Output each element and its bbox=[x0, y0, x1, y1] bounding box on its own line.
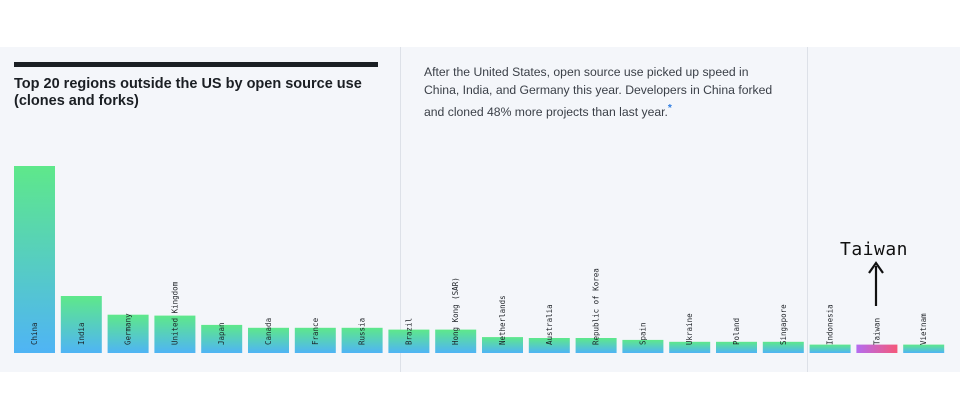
category-label-netherlands: Netherlands bbox=[498, 295, 507, 345]
bar-singapore bbox=[762, 341, 804, 353]
footnote-link[interactable]: * bbox=[667, 102, 672, 114]
bar-japan bbox=[201, 324, 243, 353]
category-label-australia: Australia bbox=[545, 304, 554, 345]
bar-spain bbox=[622, 339, 664, 353]
category-label-india: India bbox=[77, 322, 86, 345]
bars-group bbox=[14, 166, 945, 353]
bar-russia bbox=[341, 327, 383, 353]
category-label-singapore: Singapore bbox=[779, 304, 788, 345]
category-label-brazil: Brazil bbox=[404, 318, 413, 345]
description-text: After the United States, open source use… bbox=[424, 63, 784, 121]
bar-brazil bbox=[388, 329, 430, 353]
bar-france bbox=[294, 327, 336, 353]
category-label-russia: Russia bbox=[358, 318, 367, 345]
bar-ukraine bbox=[669, 341, 711, 353]
bar-netherlands bbox=[482, 337, 523, 353]
chart-title: Top 20 regions outside the US by open so… bbox=[14, 76, 362, 109]
column-divider-1 bbox=[400, 47, 401, 372]
category-labels-group: China India Germany United Kingdom Japan Cana… bbox=[30, 268, 928, 345]
bar-india bbox=[60, 296, 102, 353]
category-label-republic-of-korea: Republic of Korea bbox=[592, 268, 601, 345]
bar-china bbox=[14, 166, 55, 353]
category-label-ukraine: Ukraine bbox=[685, 313, 694, 345]
category-label-united-kingdom: United Kingdom bbox=[170, 281, 179, 345]
bar-poland bbox=[716, 341, 757, 353]
column-divider-2 bbox=[807, 47, 808, 372]
category-label-france: France bbox=[311, 317, 320, 345]
bar-hong-kong-sar bbox=[435, 329, 477, 353]
bar-australia bbox=[528, 338, 570, 353]
category-label-hong-kong-sar: Hong Kong (SAR) bbox=[451, 277, 460, 345]
bar-canada bbox=[248, 327, 289, 353]
bar-taiwan bbox=[856, 344, 898, 353]
category-label-spain: Spain bbox=[638, 322, 647, 345]
bar-germany bbox=[107, 314, 149, 353]
category-label-poland: Poland bbox=[732, 318, 741, 345]
bar-republic-of-korea bbox=[575, 338, 617, 353]
category-label-japan: Japan bbox=[217, 322, 226, 345]
category-label-germany: Germany bbox=[124, 313, 133, 345]
category-label-canada: Canada bbox=[264, 318, 273, 345]
bar-vietnam bbox=[903, 344, 945, 353]
category-label-taiwan: Taiwan bbox=[872, 318, 881, 345]
bar-indonesia bbox=[809, 344, 851, 353]
annotation-label: Taiwan bbox=[840, 239, 909, 260]
title-rule bbox=[14, 62, 378, 67]
category-label-vietnam: Vietnam bbox=[919, 313, 928, 345]
category-label-indonesia: Indonesia bbox=[826, 304, 835, 345]
description-body: After the United States, open source use… bbox=[424, 65, 773, 119]
category-label-china: China bbox=[30, 322, 39, 345]
bar-united-kingdom bbox=[154, 315, 196, 353]
annotation-arrow bbox=[868, 261, 884, 306]
